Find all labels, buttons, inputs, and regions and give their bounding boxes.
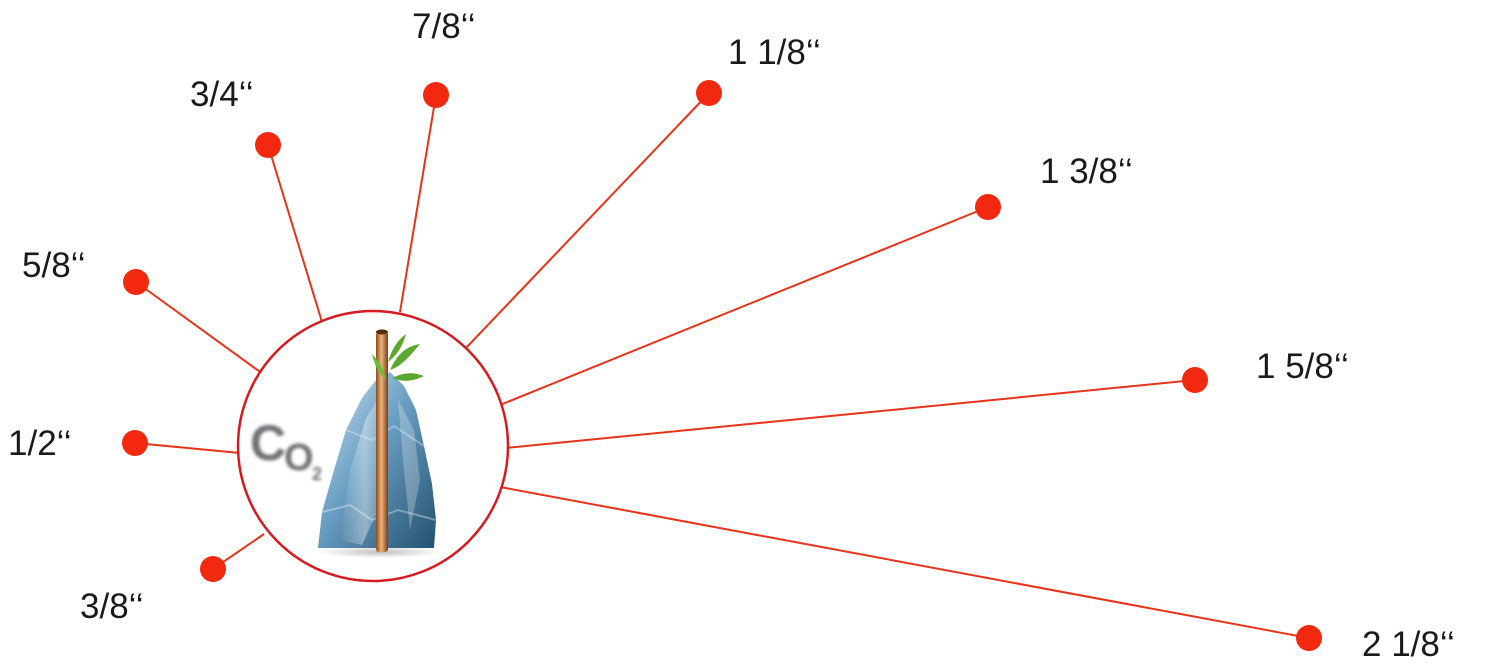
- spoke-line-2-1-8: [499, 486, 1310, 639]
- spoke-label-7-8: 7/8‘‘: [412, 7, 476, 46]
- spoke-label-1-1-8: 1 1/8‘‘: [728, 33, 821, 72]
- spoke-dot-5-8: [123, 269, 149, 295]
- spoke-lines: [134, 92, 1310, 639]
- spoke-line-1-1-8: [464, 92, 710, 350]
- spoke-dot-3-8: [200, 556, 226, 582]
- copper-pipe-icon: [376, 329, 388, 552]
- spoke-line-7-8: [399, 94, 437, 313]
- spoke-dot-2-1-8: [1296, 625, 1322, 651]
- spoke-dots: [122, 80, 1322, 651]
- leaf-icon: [372, 334, 424, 381]
- spoke-line-1-3-8: [499, 206, 989, 406]
- spoke-dot-1-5-8: [1182, 367, 1208, 393]
- hub: C O 2: [236, 309, 510, 583]
- spoke-label-1-3-8: 1 3/8‘‘: [1040, 152, 1133, 191]
- spoke-line-3-4: [267, 144, 323, 323]
- spoke-label-3-8: 3/8‘‘: [80, 587, 144, 626]
- co2-letter-o: O: [284, 437, 314, 479]
- spoke-label-2-1-8: 2 1/8‘‘: [1362, 625, 1455, 664]
- co2-subscript: 2: [312, 464, 322, 484]
- spoke-label-1-2: 1/2‘‘: [8, 424, 72, 463]
- spoke-dot-3-4: [255, 132, 281, 158]
- spoke-label-1-5-8: 1 5/8‘‘: [1256, 347, 1349, 386]
- spoke-dot-1-3-8: [975, 194, 1001, 220]
- spoke-labels: 3/8‘‘ 1/2‘‘ 5/8‘‘ 3/4‘‘ 7/8‘‘ 1 1/8‘‘ 1 3/8‘‘ 1…: [8, 7, 1455, 664]
- spoke-label-5-8: 5/8‘‘: [22, 246, 86, 285]
- spoke-line-1-2: [134, 442, 241, 454]
- spoke-dot-1-1-8: [696, 80, 722, 106]
- spoke-line-5-8: [135, 281, 264, 375]
- spoke-line-1-5-8: [505, 379, 1196, 449]
- co2-molecule-icon: C O 2: [250, 415, 322, 484]
- spoke-label-3-4: 3/4‘‘: [190, 75, 254, 114]
- co2-letter-c: C: [250, 415, 286, 471]
- spoke-dot-7-8: [423, 82, 449, 108]
- spoke-dot-1-2: [122, 430, 148, 456]
